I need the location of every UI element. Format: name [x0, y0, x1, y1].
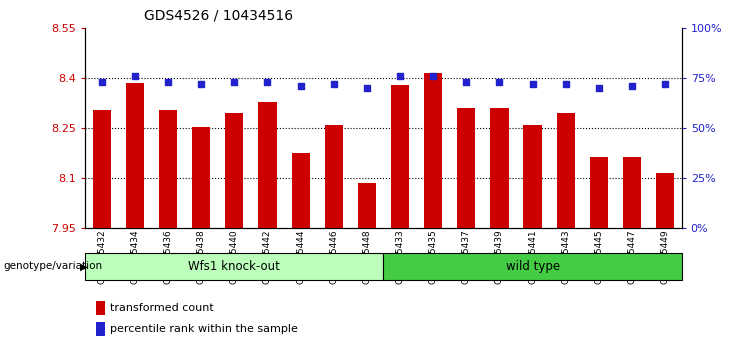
Bar [656, 173, 674, 228]
Point [593, 86, 605, 91]
Bar [291, 153, 310, 228]
Bar [358, 183, 376, 228]
Bar [126, 83, 144, 228]
Point [527, 81, 539, 87]
Point [162, 80, 174, 85]
Text: GDS4526 / 10434516: GDS4526 / 10434516 [144, 9, 293, 23]
Point [228, 80, 240, 85]
Text: transformed count: transformed count [110, 303, 213, 313]
Point [494, 80, 505, 85]
Text: ▶: ▶ [80, 261, 88, 272]
Point [559, 81, 571, 87]
Bar [424, 73, 442, 228]
Point [295, 84, 307, 89]
Point [460, 80, 472, 85]
Bar [623, 157, 641, 228]
Text: wild type: wild type [505, 260, 559, 273]
Text: genotype/variation: genotype/variation [4, 261, 103, 272]
Text: Wfs1 knock-out: Wfs1 knock-out [188, 260, 280, 273]
Bar [457, 108, 476, 228]
Text: percentile rank within the sample: percentile rank within the sample [110, 324, 298, 334]
Point [96, 80, 107, 85]
Point [659, 81, 671, 87]
Bar [556, 113, 575, 228]
Point [394, 74, 406, 79]
Bar [590, 157, 608, 228]
Bar [391, 85, 409, 228]
Point [428, 74, 439, 79]
Point [361, 86, 373, 91]
Bar [325, 125, 343, 228]
Bar [491, 108, 508, 228]
Point [328, 81, 339, 87]
Bar [225, 113, 244, 228]
Point [626, 84, 638, 89]
Bar [159, 110, 177, 228]
Point [129, 74, 141, 79]
Bar [192, 127, 210, 228]
Point [262, 80, 273, 85]
Bar [523, 125, 542, 228]
Point [196, 81, 207, 87]
Bar [93, 110, 111, 228]
Bar [259, 102, 276, 228]
